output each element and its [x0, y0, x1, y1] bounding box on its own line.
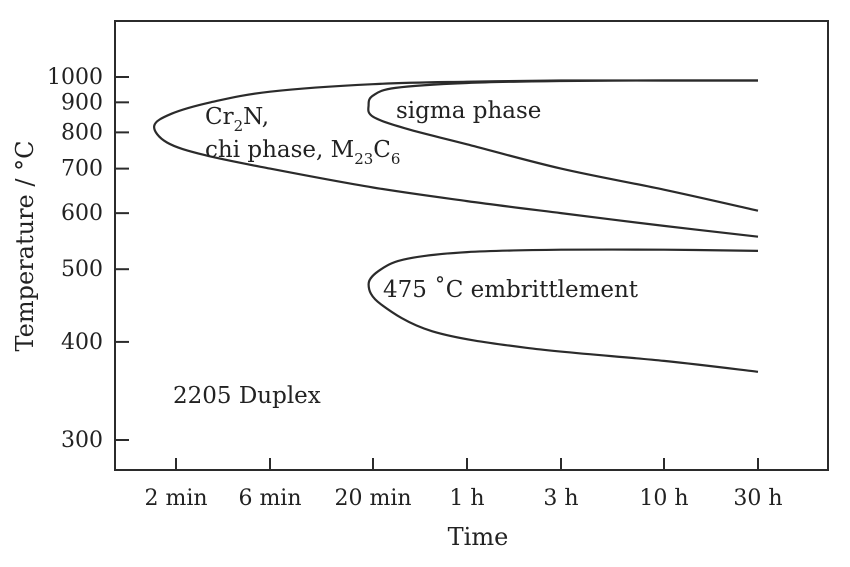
y-tick-label: 1000: [47, 65, 103, 90]
curve-sigma-phase: [367, 79, 759, 212]
x-tick-label: 1 h: [449, 486, 484, 511]
curve-475-embrittlement: [367, 248, 759, 373]
label-sigma-phase: sigma phase: [396, 98, 541, 124]
x-tick-label: 30 h: [733, 486, 782, 511]
transformation-curves: [153, 79, 759, 373]
y-tick-label: 500: [61, 257, 103, 282]
x-tick-label: 6 min: [238, 486, 301, 511]
y-tick-label: 400: [61, 330, 103, 355]
plot-frame: [114, 20, 829, 471]
label-material: 2205 Duplex: [173, 383, 321, 409]
x-axis-title: Time: [448, 523, 509, 551]
y-tick-label: 600: [61, 201, 103, 226]
y-tick-label: 700: [61, 157, 103, 182]
x-tick-label: 2 min: [144, 486, 207, 511]
label-cr2n-chi-m23c6: Cr2N,: [205, 104, 269, 135]
x-tick-label: 20 min: [334, 486, 411, 511]
x-tick-label: 10 h: [639, 486, 688, 511]
x-tick-label: 3 h: [543, 486, 578, 511]
label-475-embrittlement: 475 ˚C embrittlement: [383, 276, 639, 303]
label-chi-phase-m23c6: chi phase, M23C6: [205, 137, 400, 168]
y-tick-label: 800: [61, 120, 103, 145]
y-tick-label: 300: [61, 428, 103, 453]
y-axis-title: Temperature / °C: [11, 141, 39, 352]
y-tick-label: 900: [61, 90, 103, 115]
